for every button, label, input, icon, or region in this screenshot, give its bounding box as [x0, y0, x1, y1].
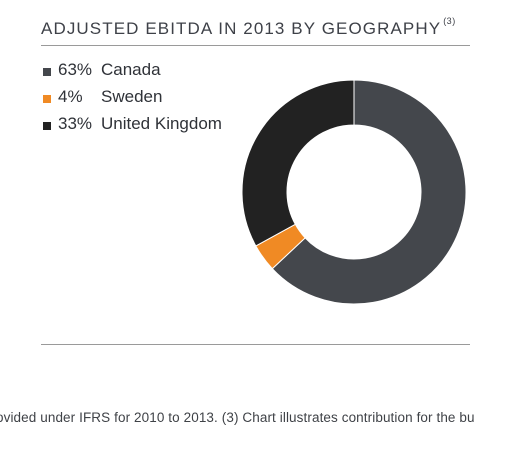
legend-label: United Kingdom [101, 114, 222, 133]
footnote-text: ovided under IFRS for 2010 to 2013. (3) … [0, 410, 475, 425]
donut-slice-canada [271, 79, 467, 305]
legend-swatch [43, 122, 51, 130]
bottom-divider [41, 344, 470, 345]
donut-slice-united-kingdom [241, 79, 355, 247]
legend-percent: 33% [58, 114, 93, 133]
legend-percent: 63% [58, 60, 93, 79]
chart-title-footnote-ref: (3) [443, 16, 456, 27]
legend-label: Canada [101, 60, 161, 79]
chart-title-text: ADJUSTED EBITDA IN 2013 BY GEOGRAPHY [41, 19, 442, 38]
chart-title: ADJUSTED EBITDA IN 2013 BY GEOGRAPHY (3) [41, 16, 456, 39]
legend-percent: 4% [58, 87, 83, 106]
legend-swatch [43, 68, 51, 76]
top-divider [41, 45, 470, 46]
legend-swatch [43, 95, 51, 103]
legend-label: Sweden [101, 87, 163, 106]
